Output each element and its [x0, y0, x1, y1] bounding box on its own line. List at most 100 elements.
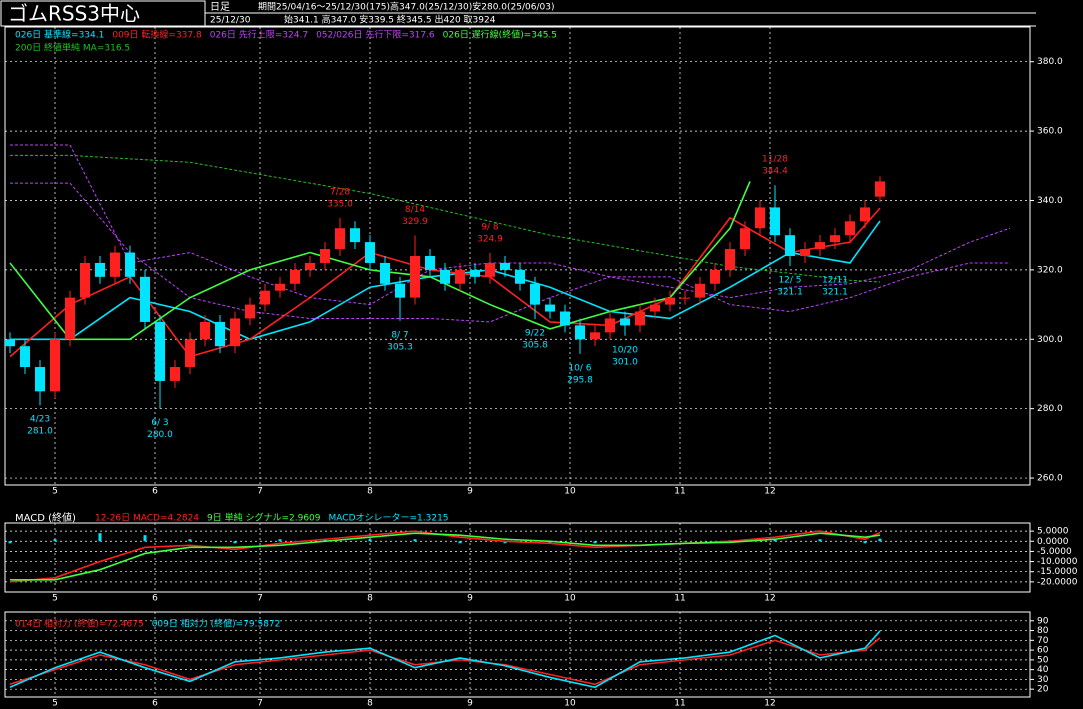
- histogram-bar: [548, 541, 552, 544]
- x-tick-label: 6: [152, 594, 158, 604]
- x-tick-label: 6: [152, 487, 158, 497]
- x-tick-label: 11: [674, 594, 685, 604]
- candle-body: [590, 332, 600, 340]
- legend-entry: 026日 遅行線(終値)=345.5: [443, 29, 557, 41]
- candle-body: [170, 367, 180, 381]
- chart-title: ゴムRSS3中心: [8, 2, 140, 26]
- candle-body: [50, 339, 60, 392]
- y-tick-label: 5.0000: [1037, 527, 1069, 537]
- macd-line: [10, 532, 881, 581]
- candle-body: [440, 269, 450, 284]
- legend-entry: 9日 単純 シグナル=2.9609: [207, 512, 321, 524]
- annotation-date: 6/ 3: [151, 418, 168, 428]
- legend-entry: MACDオシレーター=1.3215: [329, 513, 449, 524]
- candle-body: [875, 181, 885, 197]
- candle-body: [65, 297, 75, 340]
- candle-body: [395, 283, 405, 298]
- histogram-bar: [8, 541, 12, 544]
- candle-body: [515, 269, 525, 284]
- histogram-bar: [863, 541, 867, 544]
- annotation-date: 12/11: [822, 276, 848, 286]
- y-tick-label: 360.0: [1037, 127, 1063, 137]
- x-tick-label: 8: [367, 594, 373, 604]
- indicator-line: [10, 182, 1010, 323]
- period-label: 日足: [210, 1, 230, 13]
- candle-body: [155, 321, 165, 381]
- annotation-date: 10/20: [612, 345, 638, 355]
- candle-body: [560, 311, 570, 326]
- candle-body: [800, 249, 810, 256]
- candle-body: [695, 283, 705, 298]
- main-panel-frame: [4, 26, 1031, 486]
- y-tick-label: 30: [1037, 675, 1049, 685]
- annotation-value: 280.0: [147, 430, 173, 440]
- candle-body: [710, 269, 720, 284]
- x-tick-label: 9: [467, 487, 473, 497]
- annotation-date: 9/22: [525, 329, 545, 339]
- candle-body: [860, 207, 870, 222]
- candle-body: [470, 269, 480, 277]
- y-tick-label: -10.0000: [1037, 557, 1078, 567]
- candle-body: [110, 252, 120, 277]
- x-tick-label: 10: [564, 699, 576, 709]
- x-tick-label: 8: [367, 487, 373, 497]
- x-tick-label: 5: [52, 487, 58, 497]
- candle-body: [785, 235, 795, 256]
- annotation-value: 281.0: [27, 427, 53, 437]
- candle-body: [20, 346, 30, 368]
- y-tick-label: 60: [1037, 646, 1049, 656]
- candle-body: [680, 297, 690, 299]
- y-tick-label: 260.0: [1037, 474, 1063, 484]
- histogram-bar: [638, 541, 642, 542]
- histogram-bar: [878, 538, 882, 542]
- legend-entry: 009日 転換線=337.8: [112, 29, 202, 41]
- x-tick-label: 11: [674, 699, 685, 709]
- candle-body: [140, 276, 150, 322]
- legend-entry: 014日 相対力 (終値)=72.4675: [15, 618, 144, 630]
- candle-body: [260, 290, 270, 305]
- annotation-value: 335.0: [327, 199, 353, 209]
- x-tick-label: 5: [52, 594, 58, 604]
- candle-body: [485, 262, 495, 277]
- candle-body: [545, 304, 555, 312]
- annotation-date: 12/ 5: [778, 276, 801, 286]
- x-tick-label: 9: [467, 699, 473, 709]
- annotation-date: 8/14: [405, 205, 425, 215]
- histogram-bar: [188, 539, 192, 542]
- histogram-bar: [368, 539, 372, 542]
- candle-body: [530, 283, 540, 305]
- annotation-value: 305.8: [522, 341, 548, 351]
- candle-body: [770, 207, 780, 236]
- candle-body: [845, 221, 855, 236]
- annotation-date: 11/28: [762, 155, 788, 165]
- date: 25/12/30: [210, 16, 251, 26]
- y-tick-label: 70: [1037, 636, 1049, 646]
- y-tick-label: 50: [1037, 655, 1049, 665]
- histogram-bar: [278, 539, 282, 542]
- annotation-value: 329.9: [402, 217, 428, 227]
- candle-body: [755, 207, 765, 229]
- candle-body: [200, 321, 210, 340]
- histogram-bar: [593, 541, 597, 544]
- candle-body: [185, 339, 195, 368]
- histogram-bar: [98, 533, 102, 542]
- legend-entry: 026日 基準線=334.1: [15, 29, 104, 41]
- y-tick-label: 40: [1037, 665, 1049, 675]
- ohlc-info: 始341.1 高347.0 安339.5 終345.5 出420 取3924: [284, 14, 496, 26]
- rsi-line: [9, 630, 881, 689]
- candle-body: [215, 321, 225, 347]
- indicator-line: [9, 181, 751, 341]
- annotation-date: 10/ 6: [568, 363, 591, 373]
- annotation-date: 9/ 8: [481, 222, 499, 232]
- annotation-value: 344.4: [762, 167, 788, 177]
- candle-body: [725, 249, 735, 270]
- histogram-bar: [413, 539, 417, 542]
- candle-body: [455, 269, 465, 284]
- annotation-value: 301.0: [612, 357, 638, 367]
- macd-panel-frame: [4, 522, 1031, 593]
- annotation-date: 7/28: [330, 187, 350, 197]
- candle-body: [380, 262, 390, 284]
- y-tick-label: 0.0000: [1037, 537, 1069, 547]
